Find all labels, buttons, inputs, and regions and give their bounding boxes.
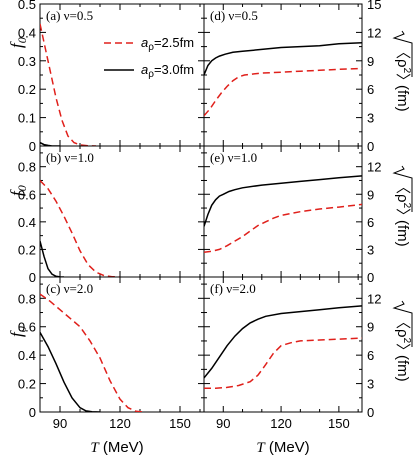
x-axis-title-right: T (MeV) <box>256 439 309 456</box>
panel-label: (d) ν=0.5 <box>210 8 258 23</box>
y-tick-label: 0.2 <box>18 82 36 97</box>
panel-label: (c) ν=2.0 <box>46 281 93 296</box>
series-line-a-rho-3-0fm <box>204 42 362 76</box>
y-tick-label: 0 <box>367 139 374 154</box>
rho-label-unit: (fm) <box>394 85 411 112</box>
y-tick-label: 0 <box>29 405 36 420</box>
x-tick-label: 90 <box>53 416 67 431</box>
rho-labels: 〈ρ2〉(fm)〈ρ2〉(fm)〈ρ2〉(fm) <box>392 30 413 382</box>
rho-label-row3: 〈ρ2〉(fm) <box>392 300 413 382</box>
panel-label: (f) ν=2.0 <box>210 281 256 296</box>
y-tick-label: 0.6 <box>18 187 36 202</box>
y-tick-label: 9 <box>367 320 374 335</box>
legend: aρ=2.5fm aρ=3.0fm <box>104 35 194 80</box>
panel-label: (e) ν=1.0 <box>210 150 257 165</box>
series-line-a-rho-3-0fm <box>40 141 60 146</box>
rho-label-text: 〈ρ2〉 <box>394 44 412 88</box>
y-tick-label: 0.8 <box>18 160 36 175</box>
sqrt-symbol <box>392 30 413 77</box>
rho-label-row2: 〈ρ2〉(fm) <box>392 165 413 247</box>
series-line-a-rho-3-0fm <box>40 332 101 412</box>
series-line-a-rho-2-5fm <box>204 67 362 117</box>
y-tick-label: 3 <box>367 111 374 126</box>
rho-label-text: 〈ρ2〉 <box>394 314 412 358</box>
y-tick-label: 12 <box>367 160 381 175</box>
y-tick-label: 12 <box>367 291 381 306</box>
panel-d-frame <box>203 3 363 147</box>
legend-solid-label: aρ=3.0fm <box>141 62 194 80</box>
f0-label-row2: f0 <box>7 185 29 196</box>
sqrt-symbol <box>392 300 413 347</box>
panels: 0 0.1 0.2 0.3 0.4 0.5 (a) ν=0.5 0 0.2 0.4 0.6 0.8 (b… <box>18 0 382 431</box>
panel-e-frame <box>203 145 363 278</box>
y-tick-label: 0.1 <box>18 111 36 126</box>
y-tick-label: 0 <box>367 405 374 420</box>
y-tick-label: 6 <box>367 348 374 363</box>
y-tick-label: 0.4 <box>18 215 36 230</box>
panel-f-frame <box>203 276 363 413</box>
y-tick-label: 0.4 <box>18 25 36 40</box>
series-line-a-rho-2-5fm <box>40 293 145 412</box>
y-tick-label: 9 <box>367 54 374 69</box>
panel-c-frame <box>39 276 205 413</box>
series-line-a-rho-3-0fm <box>204 305 362 379</box>
x-axis-title-left: T (MeV) <box>90 439 143 456</box>
x-tick-label: 120 <box>109 416 131 431</box>
panel-b: 0 0.2 0.4 0.6 0.8 (b) ν=1.0 <box>18 145 205 285</box>
series-line-a-rho-2-5fm <box>40 23 97 146</box>
x-tick-label: 150 <box>328 416 350 431</box>
rho-label-unit: (fm) <box>394 220 411 247</box>
x-tick-label: 90 <box>216 416 230 431</box>
y-tick-label: 3 <box>367 377 374 392</box>
panel-b-frame <box>39 145 205 278</box>
x-tick-label: 120 <box>270 416 292 431</box>
f0-label-row1: f0 <box>7 37 29 48</box>
rho-label-text: 〈ρ2〉 <box>394 179 412 223</box>
panel-d: 0 3 6 9 12 15 (d) ν=0.5 <box>203 0 381 154</box>
series-line-a-rho-2-5fm <box>204 337 362 390</box>
rho-label-row1: 〈ρ2〉(fm) <box>392 30 413 112</box>
y-tick-label: 12 <box>367 25 381 40</box>
y-tick-label: 0 <box>29 270 36 285</box>
rho-label-unit: (fm) <box>394 355 411 382</box>
legend-dashed-label: aρ=2.5fm <box>141 35 194 53</box>
y-tick-label: 6 <box>367 215 374 230</box>
y-tick-label: 0.6 <box>18 320 36 335</box>
y-tick-label: 0.2 <box>18 377 36 392</box>
panel-c: 90 120 150 0 0.2 0.4 0.6 0.8 (c) ν=2.0 <box>18 276 205 431</box>
y-tick-label: 15 <box>367 0 381 12</box>
panel-a: 0 0.1 0.2 0.3 0.4 0.5 (a) ν=0.5 <box>18 0 205 154</box>
panel-label: (b) ν=1.0 <box>46 150 94 165</box>
x-tick-label: 150 <box>169 416 191 431</box>
y-tick-label: 0 <box>29 139 36 154</box>
panel-label: (a) ν=0.5 <box>46 8 93 23</box>
y-tick-label: 6 <box>367 82 374 97</box>
y-tick-label: 9 <box>367 187 374 202</box>
sqrt-symbol <box>392 165 413 212</box>
y-tick-label: 0.5 <box>18 0 36 12</box>
series-line-a-rho-3-0fm <box>204 175 362 227</box>
y-tick-label: 3 <box>367 242 374 257</box>
y-tick-label: 0.4 <box>18 348 36 363</box>
y-tick-label: 0 <box>367 270 374 285</box>
panel-f: 90 120 150 0 3 6 9 12 (f) ν=2.0 <box>203 276 381 431</box>
panel-e: 0 3 6 9 12 (e) ν=1.0 <box>203 145 381 285</box>
series-line-a-rho-2-5fm <box>40 179 121 277</box>
y-tick-label: 0.2 <box>18 242 36 257</box>
y-tick-label: 0.8 <box>18 291 36 306</box>
f0-label-row3: f0 <box>7 326 29 337</box>
series-line-a-rho-2-5fm <box>204 203 362 253</box>
y-tick-label: 0.3 <box>18 54 36 69</box>
